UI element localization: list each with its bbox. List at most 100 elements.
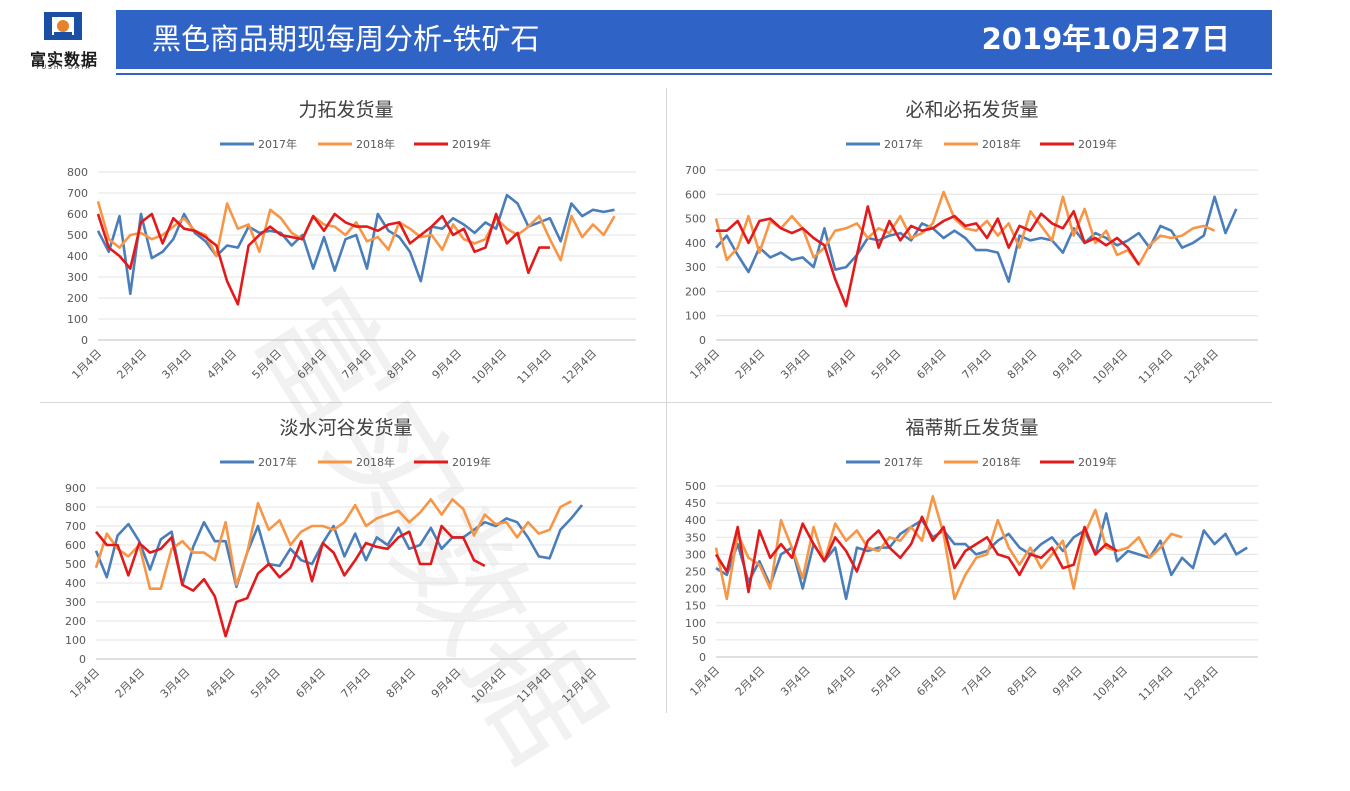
chart-title: 必和必拓发货量	[905, 99, 1038, 121]
x-tick-label: 5月4日	[869, 664, 904, 699]
y-tick-label: 0	[699, 334, 706, 347]
x-tick-label: 9月4日	[429, 666, 464, 701]
vertical-divider	[666, 88, 667, 713]
y-tick-label: 700	[685, 164, 706, 177]
legend-entry-2019年: 2019年	[1040, 137, 1117, 151]
y-tick-label: 700	[65, 520, 86, 533]
legend-entry-2017年: 2017年	[220, 137, 297, 151]
x-tick-label: 10月4日	[470, 347, 510, 387]
title-banner: 黑色商品期现每周分析-铁矿石 2019年10月27日	[116, 10, 1272, 69]
x-tick-label: 11月4日	[514, 666, 554, 706]
y-tick-label: 300	[685, 548, 706, 561]
x-tick-label: 3月4日	[158, 666, 193, 701]
x-tick-label: 6月4日	[293, 666, 328, 701]
x-tick-label: 4月4日	[823, 347, 858, 382]
y-tick-label: 200	[685, 583, 706, 596]
y-tick-label: 400	[685, 237, 706, 250]
x-tick-label: 1月4日	[67, 666, 102, 701]
legend-label: 2018年	[356, 137, 395, 151]
series-line-2019年	[94, 524, 486, 638]
x-tick-label: 4月4日	[204, 347, 239, 382]
x-tick-label: 2月4日	[114, 347, 149, 382]
y-tick-label: 800	[65, 501, 86, 514]
x-tick-label: 11月4日	[515, 347, 555, 387]
logo: 富实数据 FUSHI DATA	[14, 8, 114, 72]
legend-entry-2017年: 2017年	[220, 455, 297, 469]
series-line-2019年	[96, 212, 550, 306]
x-tick-label: 5月4日	[248, 666, 283, 701]
legend-label: 2019年	[1078, 137, 1117, 151]
legend-entry-2019年: 2019年	[1040, 455, 1117, 469]
legend-entry-2017年: 2017年	[846, 137, 923, 151]
x-tick-label: 4月4日	[823, 664, 858, 699]
y-tick-label: 500	[67, 229, 88, 242]
y-tick-label: 200	[685, 285, 706, 298]
chart-title: 福蒂斯丘发货量	[905, 417, 1038, 439]
y-tick-label: 200	[67, 292, 88, 305]
x-tick-label: 3月4日	[778, 664, 813, 699]
x-tick-label: 5月4日	[869, 347, 904, 382]
series-line-2017年	[94, 504, 584, 589]
series-line-2017年	[715, 512, 1248, 601]
legend-label: 2017年	[258, 137, 297, 151]
logo-subtext: FUSHI DATA	[36, 64, 92, 71]
y-tick-label: 50	[692, 634, 706, 647]
chart-title: 淡水河谷发货量	[279, 417, 412, 439]
series-line-2019年	[716, 205, 1140, 308]
legend-entry-2018年: 2018年	[944, 455, 1021, 469]
legend-entry-2019年: 2019年	[414, 455, 491, 469]
legend-entry-2018年: 2018年	[318, 455, 395, 469]
x-tick-label: 10月4日	[1091, 347, 1131, 387]
legend-label: 2017年	[884, 137, 923, 151]
y-tick-label: 400	[65, 577, 86, 590]
x-tick-label: 7月4日	[340, 347, 375, 382]
x-tick-label: 11月4日	[1136, 347, 1176, 387]
y-tick-label: 100	[685, 310, 706, 323]
legend-entry-2018年: 2018年	[944, 137, 1021, 151]
x-tick-label: 8月4日	[1005, 664, 1040, 699]
x-tick-label: 8月4日	[384, 666, 419, 701]
y-tick-label: 100	[65, 634, 86, 647]
y-tick-label: 450	[685, 497, 706, 510]
series-line-2017年	[96, 193, 615, 296]
x-tick-label: 9月4日	[1050, 664, 1085, 699]
legend-entry-2018年: 2018年	[318, 137, 395, 151]
y-tick-label: 0	[81, 334, 88, 347]
y-tick-label: 800	[67, 166, 88, 179]
legend-label: 2019年	[1078, 455, 1117, 469]
x-tick-label: 2月4日	[113, 666, 148, 701]
y-tick-label: 300	[65, 596, 86, 609]
legend-entry-2019年: 2019年	[414, 137, 491, 151]
x-tick-label: 8月4日	[385, 347, 420, 382]
y-tick-label: 200	[65, 615, 86, 628]
header-rule	[116, 73, 1272, 75]
legend-label: 2017年	[258, 455, 297, 469]
logo-icon	[44, 12, 82, 40]
y-tick-label: 500	[685, 480, 706, 493]
series-line-2018年	[94, 498, 572, 590]
y-tick-label: 150	[685, 600, 706, 613]
x-tick-label: 1月4日	[687, 664, 722, 699]
legend-label: 2019年	[452, 137, 491, 151]
chart-bhp-shipments: 必和必拓发货量 2017年 2018年 2019年 0 100 200 300 400 500 60…	[685, 99, 1258, 387]
x-tick-label: 3月4日	[159, 347, 194, 382]
x-tick-label: 12月4日	[1181, 664, 1221, 704]
x-tick-label: 4月4日	[203, 666, 238, 701]
legend-entry-2017年: 2017年	[846, 455, 923, 469]
series-line-2018年	[714, 190, 1216, 266]
y-tick-label: 400	[67, 250, 88, 263]
x-tick-label: 12月4日	[560, 347, 600, 387]
legend-label: 2018年	[356, 455, 395, 469]
x-tick-label: 9月4日	[1050, 347, 1085, 382]
logo-text: 富实数据	[29, 50, 98, 69]
y-tick-label: 300	[67, 271, 88, 284]
chart-rio-tinto-shipments: 力拓发货量 2017年 2018年 2019年 0 100 200 300 400 500 600 7…	[67, 99, 636, 387]
horizontal-divider	[40, 402, 1272, 403]
x-tick-label: 10月4日	[1091, 664, 1131, 704]
y-tick-label: 0	[79, 653, 86, 666]
y-tick-label: 600	[65, 539, 86, 552]
x-tick-label: 1月4日	[69, 347, 104, 382]
chart-title: 力拓发货量	[298, 99, 393, 121]
x-tick-label: 7月4日	[960, 664, 995, 699]
y-tick-label: 500	[65, 558, 86, 571]
